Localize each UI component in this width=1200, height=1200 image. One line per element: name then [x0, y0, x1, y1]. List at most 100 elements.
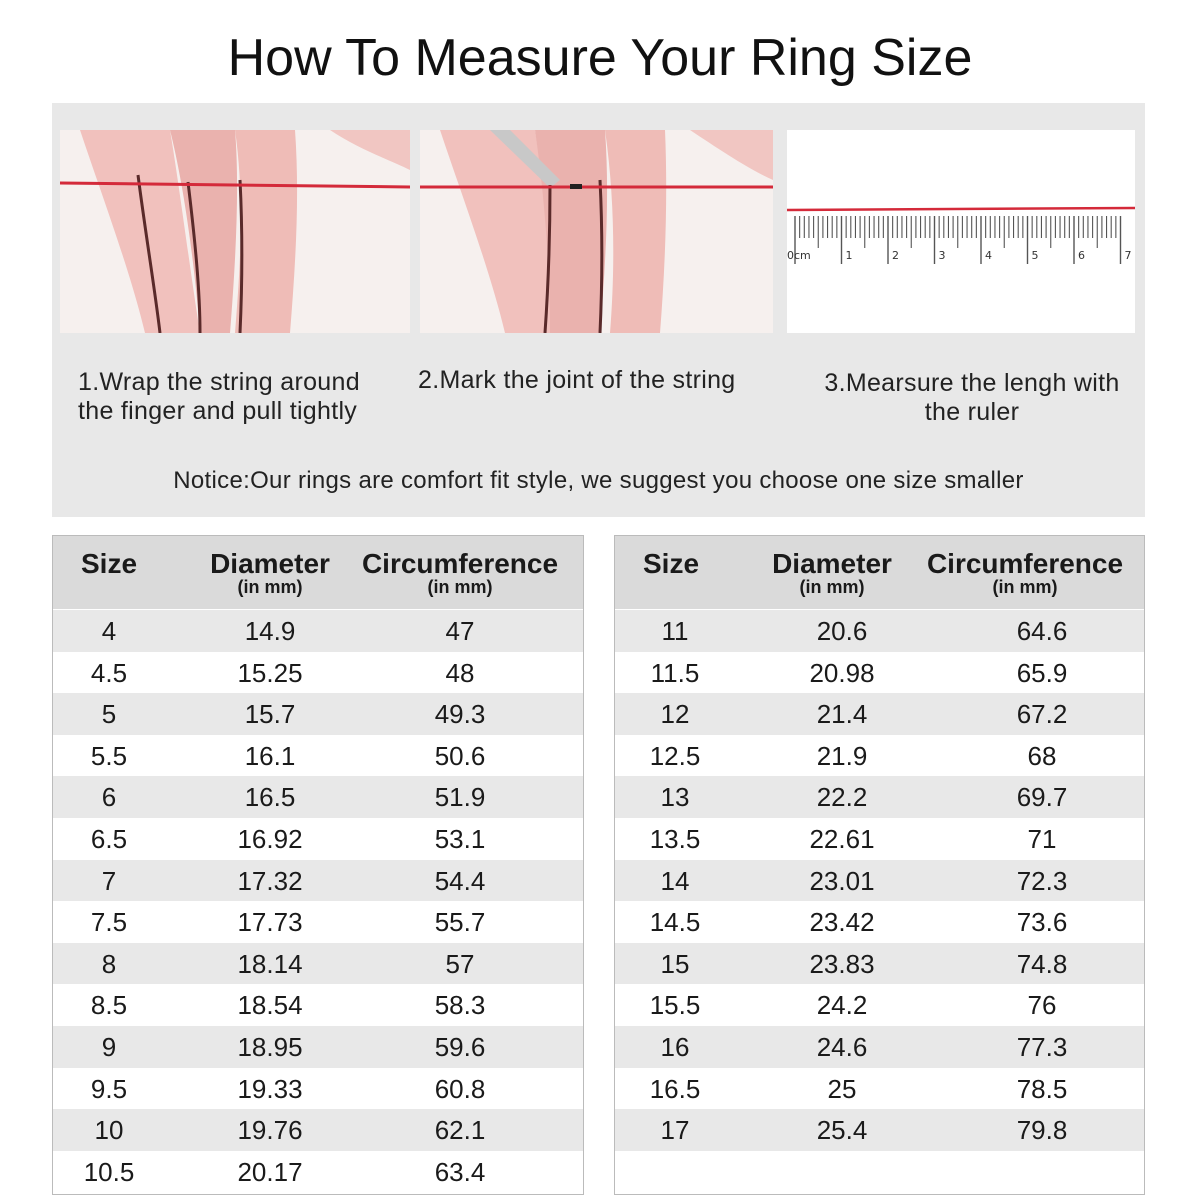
- step3-ruler-image: 0cm 1 2 3 4 5 6 7: [787, 130, 1135, 333]
- table-row: 13.5 22.61 71: [615, 818, 1144, 860]
- cell-circumference: 50.6: [434, 740, 486, 771]
- header-circumference: Circumference (in mm): [361, 548, 559, 597]
- table-row: 6.5 16.92 53.1: [53, 818, 583, 860]
- ruler-label: 7: [1125, 249, 1132, 262]
- table-row: 8 18.14 57: [53, 942, 583, 985]
- step3-line2: the ruler: [924, 398, 1020, 426]
- cell-size: 7: [101, 865, 117, 896]
- table-row: 10.5 20.17 63.4: [53, 1151, 583, 1193]
- cell-diameter: 22.61: [809, 824, 875, 854]
- cell-circumference: 68: [1027, 740, 1057, 771]
- table-row: 6 16.5 51.9: [53, 776, 583, 818]
- header-circumference-label: Circumference: [361, 548, 559, 579]
- step3-caption: 3.Mearsure the lengh with the ruler: [792, 369, 1152, 427]
- step2-mark-joint-image: [420, 130, 773, 333]
- cell-size: 9: [101, 1032, 117, 1062]
- header-size: Size: [642, 548, 700, 579]
- cell-diameter: 15.25: [237, 657, 303, 688]
- cell-size: 13.5: [649, 824, 701, 854]
- cell-circumference: 60.8: [434, 1073, 486, 1104]
- page-title: How To Measure Your Ring Size: [227, 29, 973, 87]
- cell-diameter: 18.14: [237, 948, 303, 979]
- cell-diameter: 25: [827, 1073, 857, 1104]
- step1-line1: 1.Wrap the string around: [78, 368, 360, 396]
- cell-diameter: 18.95: [237, 1032, 303, 1062]
- step1-line2: the finger and pull tightly: [78, 397, 358, 425]
- table-row: 5.5 16.1 50.6: [53, 735, 583, 777]
- cell-diameter: 19.76: [237, 1115, 303, 1146]
- cell-circumference: 69.7: [1016, 782, 1068, 813]
- cell-diameter: 18.54: [237, 990, 303, 1021]
- size-table-right: Size Diameter (in mm) Circumference (in mm…: [614, 535, 1145, 1195]
- ruler-label: 2: [892, 249, 899, 262]
- header-circumference: Circumference (in mm): [927, 550, 1123, 597]
- cell-diameter: 21.4: [816, 699, 868, 730]
- table-row: 5 15.7 49.3: [53, 693, 583, 735]
- header-diameter: Diameter (in mm): [210, 548, 330, 597]
- cell-circumference: 63.4: [434, 1156, 486, 1187]
- cell-circumference: 57: [445, 948, 475, 979]
- cell-circumference: 73.6: [1016, 907, 1068, 938]
- cell-circumference: 58.3: [434, 990, 486, 1021]
- cell-size: 7.5: [90, 907, 128, 938]
- cell-size: 15: [660, 948, 690, 979]
- cell-size: 13: [660, 782, 690, 813]
- cell-circumference: 55.7: [434, 907, 486, 938]
- ruler-label: 4: [985, 249, 992, 262]
- cell-size: 4: [101, 616, 117, 646]
- header-unit: (in mm): [799, 577, 865, 597]
- cell-circumference: 47: [445, 616, 475, 646]
- cell-size: 8.5: [90, 990, 128, 1021]
- cell-circumference: 49.3: [434, 699, 486, 730]
- table-row: 7.5 17.73 55.7: [53, 901, 583, 943]
- cell-size: 6: [101, 782, 117, 813]
- cell-circumference: 74.8: [1016, 948, 1068, 979]
- notice-text: Notice:Our rings are comfort fit style, …: [173, 467, 1024, 494]
- header-unit: (in mm): [992, 577, 1058, 597]
- table-row: 12 21.4 67.2: [615, 693, 1144, 735]
- step1-caption: 1.Wrap the string around the finger and …: [78, 368, 360, 426]
- cell-size: 14: [660, 865, 690, 896]
- table-row: 10 19.76 62.1: [53, 1109, 583, 1151]
- cell-size: 17: [660, 1115, 690, 1146]
- cell-circumference: 48: [445, 657, 475, 688]
- ruler-label: 5: [1032, 249, 1039, 262]
- table-row: 12.5 21.9 68: [615, 735, 1144, 777]
- cell-circumference: 59.6: [434, 1032, 486, 1062]
- step1-wrap-finger-image: [60, 130, 410, 333]
- cell-diameter: 20.17: [237, 1156, 303, 1187]
- cell-circumference: 64.6: [1016, 616, 1068, 646]
- table-row: 9 18.95 59.6: [53, 1026, 583, 1068]
- table-row: 16 24.6 77.3: [615, 1026, 1144, 1068]
- cell-size: 8: [101, 948, 117, 979]
- table-header: Size Diameter (in mm) Circumference (in mm…: [53, 536, 583, 609]
- cell-size: 10.5: [83, 1156, 135, 1187]
- cell-diameter: 23.42: [809, 907, 875, 938]
- cell-size: 11: [661, 616, 689, 646]
- cell-size: 10: [94, 1115, 124, 1146]
- step2-line1: 2.Mark the joint of the string: [418, 366, 736, 394]
- cell-diameter: 15.7: [244, 699, 296, 730]
- cell-size: 6.5: [90, 824, 128, 854]
- header-diameter-label: Diameter: [772, 548, 892, 579]
- cell-diameter: 23.01: [809, 865, 875, 896]
- cell-size: 16: [660, 1032, 690, 1062]
- cell-circumference: 72.3: [1016, 865, 1068, 896]
- cell-size: 12: [660, 699, 690, 730]
- cell-circumference: 54.4: [434, 865, 486, 896]
- header-diameter: Diameter (in mm): [772, 548, 892, 597]
- cell-size: 9.5: [90, 1073, 128, 1104]
- table-row: 17 25.4 79.8: [615, 1109, 1144, 1151]
- table-row: 4 14.9 47: [53, 610, 583, 652]
- cell-diameter: 24.6: [816, 1032, 868, 1062]
- table-row: 14 23.01 72.3: [615, 859, 1144, 902]
- header-diameter-label: Diameter: [210, 548, 330, 579]
- cell-circumference: 76: [1027, 990, 1057, 1021]
- table-row: 4.5 15.25 48: [53, 652, 583, 694]
- cell-diameter: 20.6: [816, 616, 868, 646]
- ruler-label: 6: [1078, 249, 1085, 262]
- table-row: 13 22.2 69.7: [615, 776, 1144, 818]
- table-row: 15 23.83 74.8: [615, 942, 1144, 985]
- cell-diameter: 23.83: [809, 948, 875, 979]
- cell-circumference: 77.3: [1016, 1032, 1068, 1062]
